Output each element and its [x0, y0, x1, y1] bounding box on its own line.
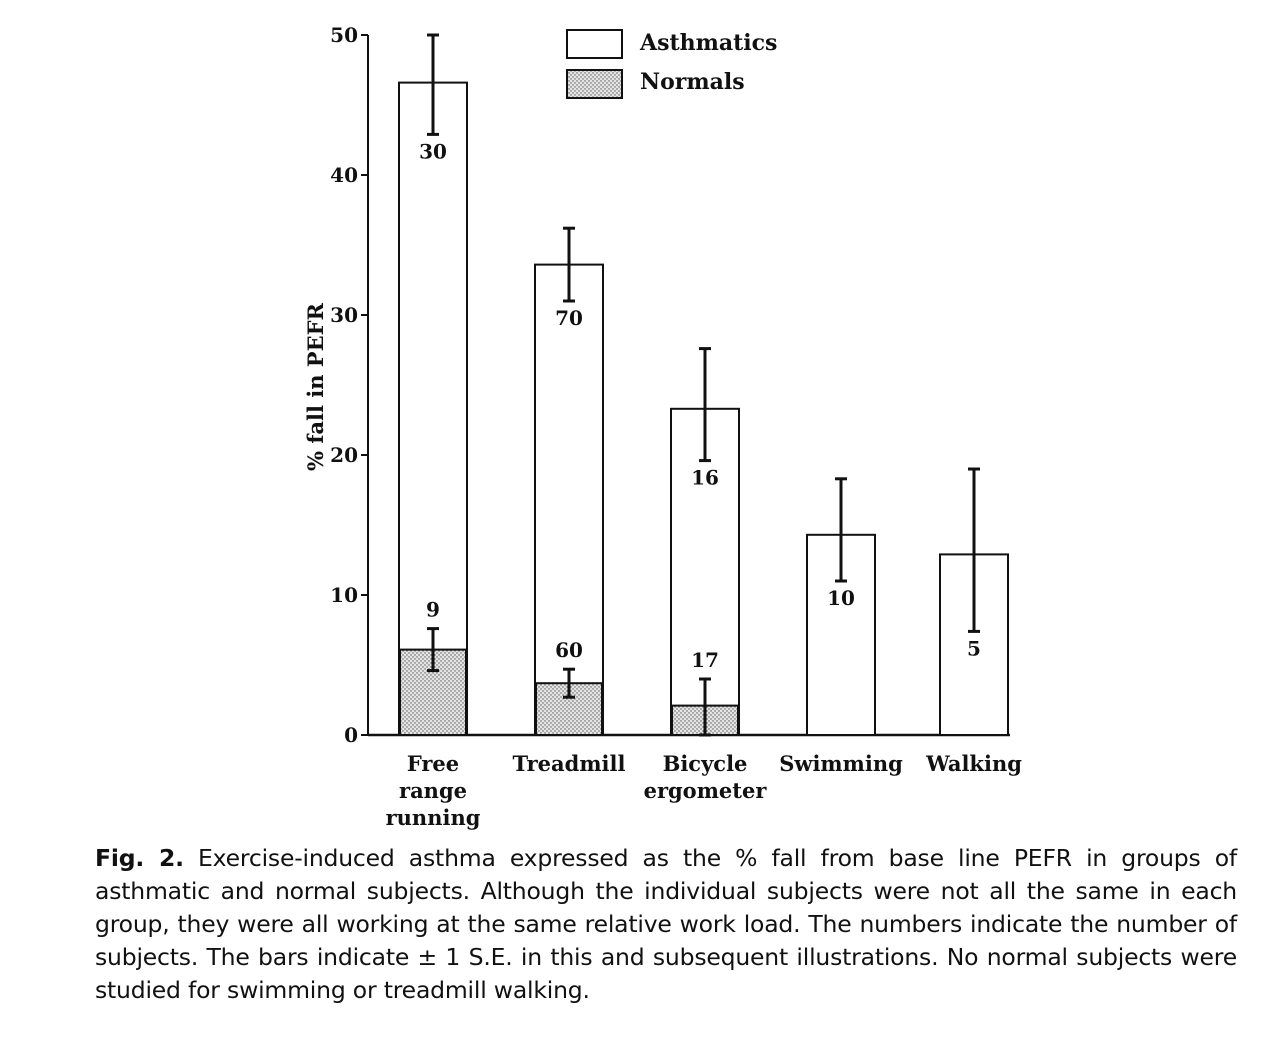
legend: Asthmatics Normals — [566, 29, 777, 99]
category-label-2-0: Bicycle — [663, 751, 748, 776]
y-tick-label-20: 20 — [330, 443, 358, 467]
category-label-4-0: Walking — [925, 751, 1022, 776]
n-label-normals-1: 60 — [555, 638, 583, 662]
category-label-1-0: Treadmill — [513, 751, 626, 776]
y-axis-label: % fall in PEFR — [303, 303, 328, 471]
category-label-0-1: range — [399, 778, 467, 803]
n-label-asthmatics-3: 10 — [827, 586, 855, 610]
category-label-0-0: Free — [407, 751, 459, 776]
n-label-asthmatics-1: 70 — [555, 306, 583, 330]
legend-label-asthmatics: Asthmatics — [639, 30, 777, 56]
y-tick-label-30: 30 — [330, 303, 358, 327]
n-label-normals-0: 9 — [426, 598, 440, 622]
legend-swatch-normals — [566, 69, 623, 99]
y-tick-label-50: 50 — [330, 23, 358, 47]
bar-asthmatics-1 — [534, 263, 604, 736]
n-label-asthmatics-2: 16 — [691, 466, 719, 490]
bar-asthmatics-0 — [398, 81, 468, 737]
figure-caption: Fig. 2. Exercise-induced asthma expresse… — [95, 842, 1237, 1007]
legend-swatch-asthmatics — [566, 29, 623, 59]
caption-text: Exercise-induced asthma expressed as the… — [95, 844, 1238, 1004]
bars — [398, 33, 1009, 737]
n-label-asthmatics-4: 5 — [967, 636, 981, 660]
y-tick-label-10: 10 — [330, 583, 358, 607]
category-label-3-0: Swimming — [779, 751, 903, 776]
y-tick-label-0: 0 — [344, 723, 358, 747]
figure-label: Fig. 2. — [95, 844, 184, 872]
n-label-asthmatics-0: 30 — [419, 139, 447, 163]
n-label-normals-2: 17 — [691, 648, 719, 672]
category-label-0-2: running — [386, 805, 481, 830]
category-label-2-1: ergometer — [644, 778, 768, 803]
data-labels: 30 70 16 10 5 9 60 17 — [419, 139, 981, 672]
legend-label-normals: Normals — [640, 69, 745, 95]
y-tick-label-40: 40 — [330, 163, 358, 187]
